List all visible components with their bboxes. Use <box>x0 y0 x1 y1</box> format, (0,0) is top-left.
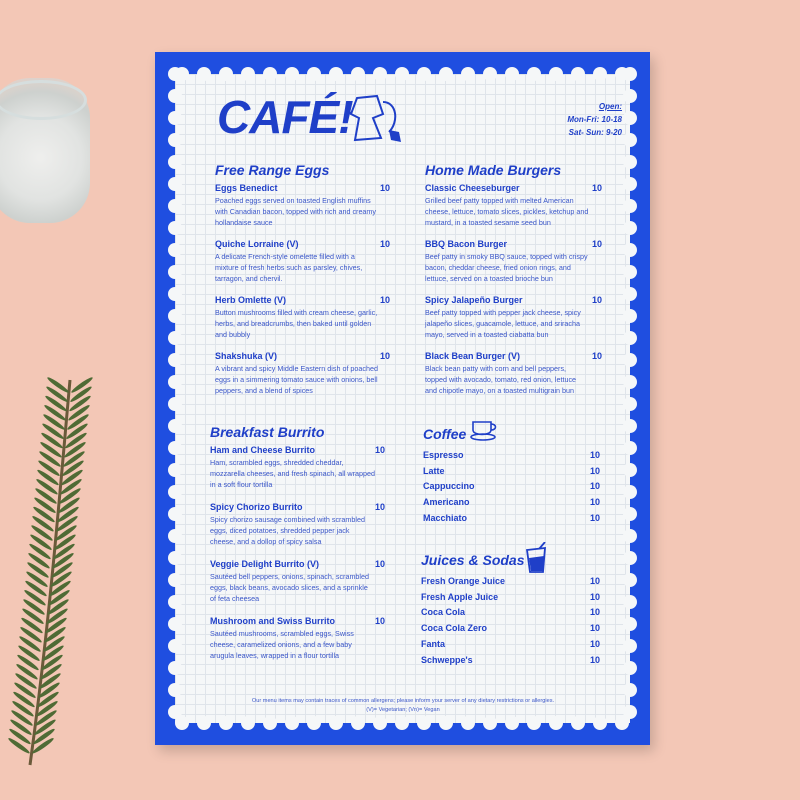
water-glass-rim <box>0 80 87 120</box>
menu-item-description: Beef patty in smoky BBQ sauce, topped wi… <box>425 252 588 283</box>
menu-item-price: 10 <box>592 351 603 361</box>
menu-item-price: 10 <box>375 502 386 512</box>
section-title: Free Range Eggs <box>215 162 330 178</box>
menu-item-description: Button mushrooms filled with cream chees… <box>215 308 378 339</box>
menu-item-name: Spicy Chorizo Burrito <box>210 502 303 512</box>
menu-item-name: Fresh Orange Juice <box>421 576 506 586</box>
menu-item-description: Beef patty topped with pepper jack chees… <box>425 308 581 339</box>
menu-item-name: Herb Omlette (V) <box>215 295 287 305</box>
section-title: Breakfast Burrito <box>210 424 325 440</box>
menu-item-description: Sautéed bell peppers, onions, spinach, s… <box>210 572 370 603</box>
menu-item-description: Sautéed mushrooms, scrambled eggs, Swiss… <box>210 629 354 660</box>
menu-item-price: 10 <box>375 445 386 455</box>
menu-title: CAFÉ! <box>217 91 354 143</box>
menu-item-name: Veggie Delight Burrito (V) <box>210 559 320 569</box>
menu-item-price: 10 <box>380 183 391 193</box>
menu-item-description: Grilled beef patty topped with melted Am… <box>425 196 589 227</box>
section-title: Juices & Sodas <box>421 552 525 568</box>
menu-item-price: 10 <box>380 239 391 249</box>
menu-item-name: Macchiato <box>423 512 468 523</box>
menu-item-price: 10 <box>375 616 386 626</box>
moka-pot-icon <box>345 94 401 142</box>
menu-item-price: 10 <box>590 623 601 634</box>
menu-item-price: 10 <box>590 512 601 523</box>
menu-item-description: A delicate French-style omelette filled … <box>215 252 363 283</box>
menu-item-name: Americano <box>423 497 470 508</box>
menu-paper <box>175 74 630 723</box>
menu-item-name: BBQ Bacon Burger <box>425 239 508 249</box>
menu-item-price: 10 <box>375 559 386 569</box>
menu-item-description: A vibrant and spicy Middle Eastern dish … <box>215 364 379 395</box>
hours-weekend: Sat- Sun: 9-20 <box>568 128 622 137</box>
menu-item-price: 10 <box>380 295 391 305</box>
coffee-cup-icon <box>470 421 497 441</box>
diet-legend: (V)= Vegetarian; (Vn)= Vegan <box>366 707 440 713</box>
menu-item-name: Cappuccino <box>423 481 475 492</box>
menu-item-description: Spicy chorizo sausage combined with scra… <box>210 515 366 546</box>
menu-item-price: 10 <box>592 239 603 249</box>
menu-item-name: Black Bean Burger (V) <box>425 351 521 361</box>
menu-item-price: 10 <box>590 450 601 460</box>
menu-item-price: 10 <box>592 183 603 193</box>
menu-item-price: 10 <box>592 295 603 305</box>
soda-glass-icon <box>525 542 546 573</box>
menu-item-name: Espresso <box>423 450 464 460</box>
rosemary-sprig <box>8 377 93 766</box>
menu-item-description: Poached eggs served on toasted English m… <box>215 196 377 227</box>
menu-item-price: 10 <box>590 607 601 618</box>
menu-item-price: 10 <box>380 351 391 361</box>
menu-item-name: Schweppe's <box>421 654 473 665</box>
allergen-note: Our menu items may contain traces of com… <box>251 698 555 704</box>
menu-item-price: 10 <box>590 465 601 476</box>
menu-item-name: Fresh Apple Juice <box>421 591 499 602</box>
menu-item-name: Mushroom and Swiss Burrito <box>210 616 336 626</box>
menu-item-name: Classic Cheeseburger <box>425 183 520 193</box>
menu-item-price: 10 <box>590 481 601 492</box>
menu-item-price: 10 <box>590 654 601 665</box>
menu-item-description: Black bean patty with corn and bell pepp… <box>425 364 577 395</box>
menu-item-price: 10 <box>590 497 601 508</box>
opening-hours: Open: Mon-Fri: 10-18 Sat- Sun: 9-20 <box>567 100 622 139</box>
menu-item-name: Fanta <box>421 638 446 649</box>
menu-item-name: Coca Cola Zero <box>421 623 488 634</box>
section-title: Home Made Burgers <box>425 162 562 178</box>
menu-item-name: Latte <box>423 465 445 476</box>
menu-item-name: Eggs Benedict <box>215 183 278 193</box>
menu-item-price: 10 <box>590 591 601 602</box>
section-title: Coffee <box>423 426 467 442</box>
menu-item-name: Coca Cola <box>421 607 466 618</box>
menu-item-name: Ham and Cheese Burrito <box>210 445 316 455</box>
menu-item-name: Quiche Lorraine (V) <box>215 239 299 249</box>
hours-weekdays: Mon-Fri: 10-18 <box>567 115 622 124</box>
menu-item-price: 10 <box>590 576 601 586</box>
hours-label: Open: <box>598 102 622 111</box>
menu-item-price: 10 <box>590 638 601 649</box>
menu-item-name: Shakshuka (V) <box>215 351 278 361</box>
menu-item-name: Spicy Jalapeño Burger <box>425 295 523 305</box>
menu-card: CAFÉ! Open: Mon-Fri: 10-18 Sat- Sun: 9-2… <box>155 52 650 745</box>
menu-item-description: Ham, scrambled eggs, shredded cheddar, m… <box>210 458 376 489</box>
